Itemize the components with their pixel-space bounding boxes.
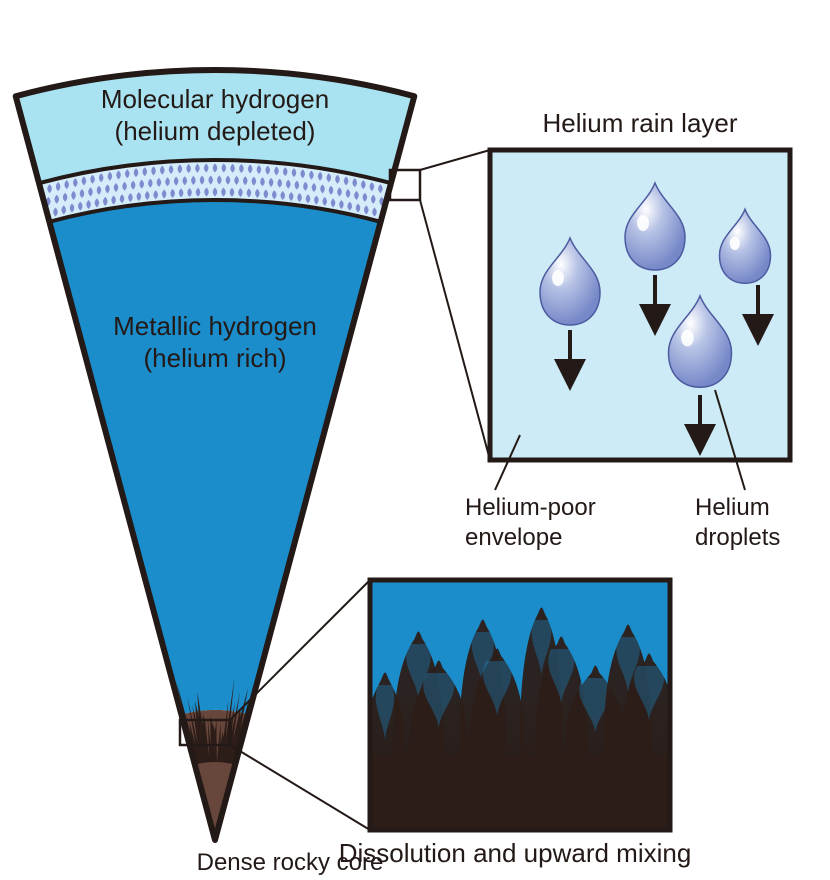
envelope-label-2: envelope — [465, 524, 562, 551]
metallic-label-1: Metallic hydrogen — [113, 311, 317, 341]
envelope-label-1: Helium-poor — [465, 494, 596, 521]
rain-connector — [420, 200, 490, 460]
mixing-connector — [230, 745, 370, 830]
rain-inset — [490, 150, 790, 460]
droplets-label-1: Helium — [695, 494, 770, 521]
mixing-inset-title: Dissolution and upward mixing — [339, 838, 692, 868]
rain-connector — [420, 150, 490, 170]
droplets-label-2: droplets — [695, 524, 780, 551]
mixing-inset — [365, 580, 678, 830]
molecular-label-2: (helium depleted) — [115, 116, 316, 146]
metallic-label-2: (helium rich) — [143, 343, 286, 373]
metallic-layer — [49, 200, 380, 714]
planet-wedge — [16, 70, 415, 840]
molecular-label-1: Molecular hydrogen — [101, 84, 329, 114]
rain-inset-title: Helium rain layer — [542, 108, 737, 138]
